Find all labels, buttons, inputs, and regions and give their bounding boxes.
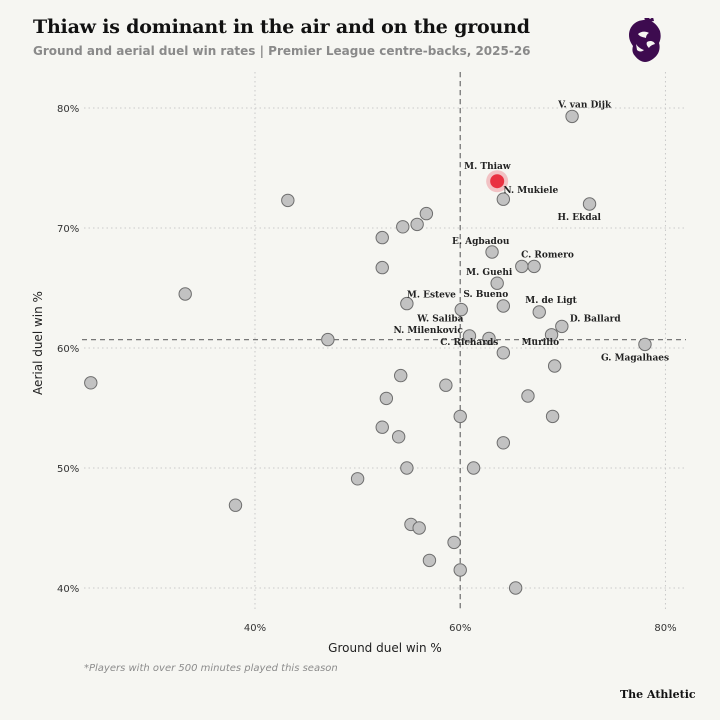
player-point [544,328,559,342]
player-point [521,389,535,403]
y-tick-label: 80% [57,104,79,115]
player-point [410,217,424,232]
player-point [454,302,468,317]
player-point [462,329,477,343]
player-label: M. Guehi [466,268,513,278]
player-point [350,472,365,486]
player-point [228,498,243,512]
player-point [582,197,597,211]
player-point [394,368,408,383]
player-label: V. van Dijk [557,100,612,110]
highlighted-player-point [490,174,505,189]
player-label: C. Richards [440,338,498,348]
player-point [84,376,98,390]
player-label: M. Esteve [407,291,456,301]
player-point [638,337,652,352]
player-point [400,461,414,475]
player-point [545,409,560,424]
y-tick-label: 40% [57,584,79,595]
player-point [447,535,461,550]
player-point [555,319,569,334]
player-label: W. Saliba [416,315,463,325]
x-tick-label: 80% [654,623,676,634]
player-label: D. Ballard [570,314,622,324]
y-tick-label: 70% [57,224,79,235]
y-tick-label: 50% [57,464,79,475]
source-credit: The Athletic [620,688,696,701]
median-reference-lines [82,72,686,612]
player-point [515,259,529,274]
player-point [281,193,295,208]
player-point [375,260,389,275]
player-point [466,461,481,475]
chart-title: Thiaw is dominant in the air and on the … [33,16,530,38]
player-label: H. Ekdal [558,213,602,223]
premier-league-lion-icon [629,18,661,62]
player-point [496,192,511,206]
player-point [396,220,410,234]
player-point [453,563,467,577]
player-point [482,331,496,346]
player-label: Murillo [522,338,560,348]
y-axis-title: Aerial duel win % [31,291,45,395]
player-point [400,296,414,311]
player-point [490,276,504,290]
player-point [375,420,389,434]
player-point [532,305,546,319]
player-point [321,332,335,347]
player-point [391,430,406,444]
player-point [508,581,523,595]
x-axis-title: Ground duel win % [328,641,442,655]
player-point [496,346,511,360]
axis-ticks: 40% 60% 80% 40% 50% 60% 70% 80% [57,104,677,634]
grid-lines [84,72,686,612]
player-point [178,287,192,301]
x-tick-label: 40% [244,623,266,634]
y-tick-label: 60% [57,344,79,355]
player-point [565,109,579,124]
player-point [419,206,434,221]
player-point [496,436,511,450]
player-label: N. Mukiele [503,186,558,196]
player-point [527,259,541,274]
x-tick-label: 60% [449,623,471,634]
point-labels: V. van Dijk M. Thiaw N. Mukiele H. Ekdal E. … [393,100,669,363]
player-label: M. Thiaw [464,162,511,172]
player-point [485,245,499,259]
player-point [496,299,511,313]
player-point [379,391,394,406]
player-label: E. Agbadou [452,237,510,247]
player-label: G. Magalhaes [601,353,669,363]
player-point [547,359,562,373]
player-point [439,378,453,392]
chart-subtitle: Ground and aerial duel win rates | Premi… [33,44,531,58]
player-point [453,409,467,424]
player-label: S. Bueno [463,290,508,300]
player-point [412,521,426,535]
player-label: C. Romero [521,250,574,260]
player-point [422,553,437,568]
footnote: *Players with over 500 minutes played th… [84,663,338,674]
player-point [375,230,389,245]
player-label: N. Milenkovic [393,326,463,336]
data-points [84,109,652,595]
player-label: M. de Ligt [525,296,577,306]
